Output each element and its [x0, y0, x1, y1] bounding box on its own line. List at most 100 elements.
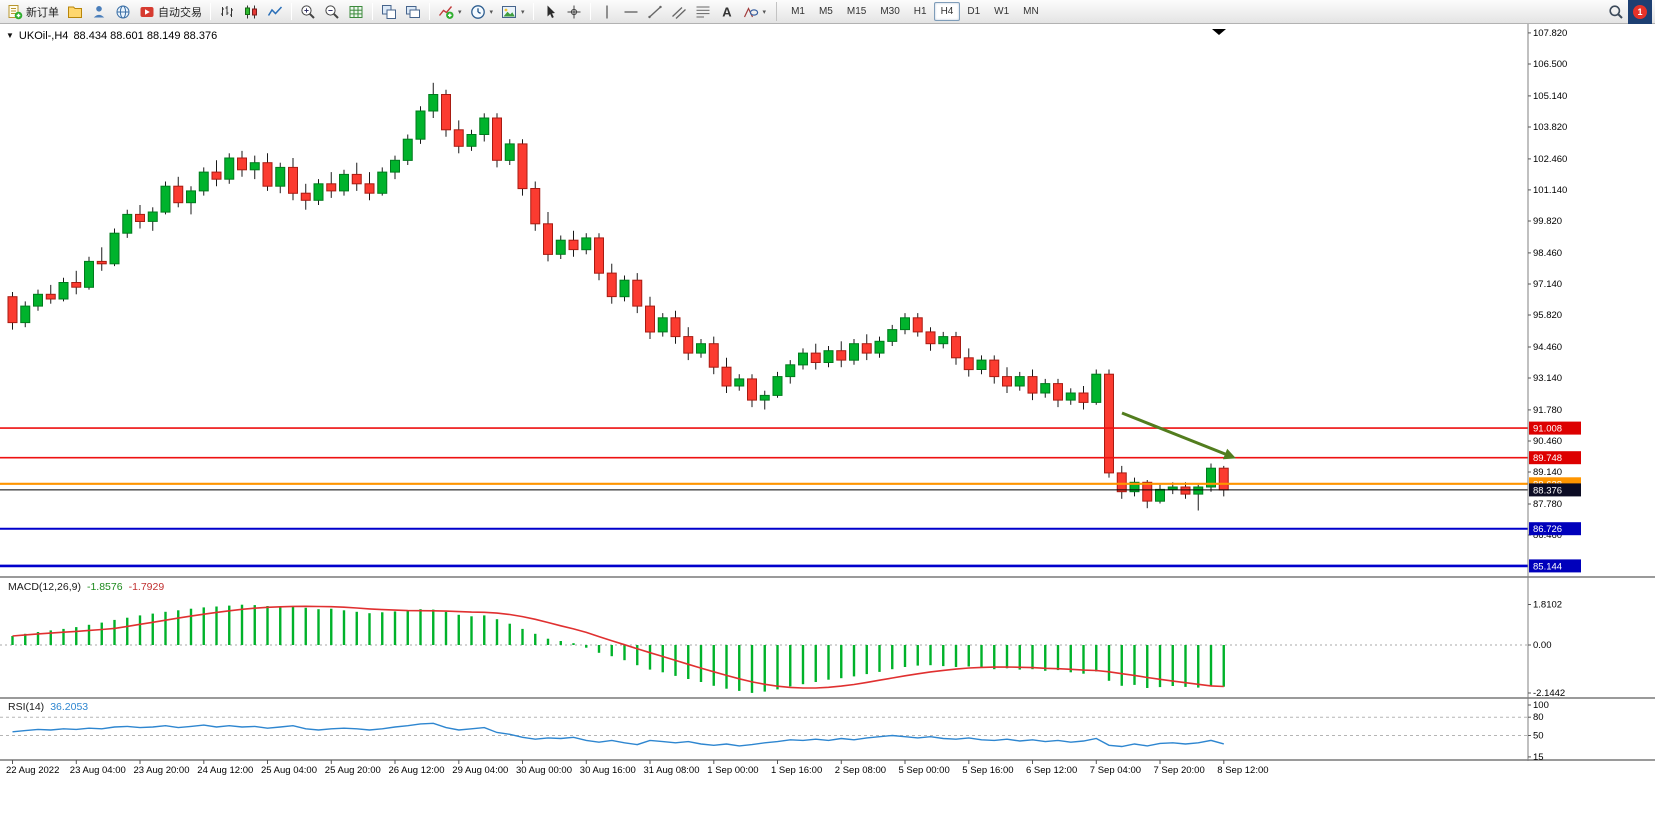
svg-text:89.140: 89.140 — [1533, 467, 1562, 478]
svg-text:25 Aug 04:00: 25 Aug 04:00 — [261, 765, 317, 776]
toolbar-separator — [210, 3, 211, 20]
svg-text:1 Sep 00:00: 1 Sep 00:00 — [707, 765, 758, 776]
profile-button[interactable] — [63, 1, 87, 22]
templates-button[interactable]: ▾ — [497, 1, 529, 22]
trendline-button[interactable] — [643, 1, 667, 22]
indicators-button[interactable]: ▾ — [434, 1, 466, 22]
timeframe-h4[interactable]: H4 — [933, 2, 961, 21]
chart-window[interactable]: 107.820 106.500 105.140 103.820 102.460 101.1… — [0, 24, 1655, 822]
candles-icon — [245, 5, 257, 18]
indicator-level-lines — [0, 644, 1528, 736]
svg-text:91.780: 91.780 — [1533, 405, 1562, 416]
svg-text:31 Aug 08:00: 31 Aug 08:00 — [644, 765, 700, 776]
trend-arrow[interactable] — [1121, 411, 1236, 460]
line-chart-button[interactable] — [263, 1, 287, 22]
svg-text:86.460: 86.460 — [1533, 530, 1562, 541]
new-order-icon — [8, 4, 23, 19]
rsi-name: RSI(14) — [8, 701, 45, 713]
text-button[interactable]: A — [715, 1, 739, 22]
market-watch-button[interactable] — [87, 1, 111, 22]
timeframe-mn[interactable]: MN — [1023, 6, 1039, 17]
svg-text:107.820: 107.820 — [1533, 28, 1567, 39]
new-order-button[interactable]: 新订单 — [3, 1, 63, 22]
timeframe-m5[interactable]: M5 — [818, 6, 833, 17]
timeframe-w1[interactable]: W1 — [994, 6, 1010, 17]
svg-text:86.726: 86.726 — [1533, 524, 1562, 535]
cursor-icon — [547, 5, 555, 18]
price-marker-box — [1529, 522, 1581, 536]
dropdown-arrow-icon: ▾ — [762, 8, 767, 16]
svg-text:100: 100 — [1533, 700, 1549, 711]
ohlc-collapse-icon[interactable]: ▼ — [6, 31, 14, 40]
vline-icon — [605, 5, 608, 18]
svg-text:89.748: 89.748 — [1533, 453, 1562, 464]
timeframe-h1[interactable]: H1 — [913, 6, 927, 17]
pane-separators[interactable] — [0, 576, 1655, 761]
tile-windows-button[interactable] — [377, 1, 401, 22]
macd-name: MACD(12,26,9) — [8, 581, 81, 593]
cursor-button[interactable] — [538, 1, 562, 22]
fibonacci-button[interactable] — [691, 1, 715, 22]
bar-chart-button[interactable] — [215, 1, 239, 22]
price-axis[interactable]: 107.820 106.500 105.140 103.820 102.460 101.1… — [1527, 24, 1581, 763]
community-button[interactable] — [111, 1, 135, 22]
grid-icon — [349, 5, 363, 18]
svg-text:30 Aug 16:00: 30 Aug 16:00 — [580, 765, 636, 776]
channel-button[interactable] — [667, 1, 691, 22]
periods-button[interactable]: ▾ — [466, 1, 498, 22]
auto-trading-button[interactable]: 自动交易 — [135, 1, 206, 22]
toolbar-separator — [291, 3, 292, 20]
shapes-button[interactable]: ▾ — [739, 1, 771, 22]
svg-text:101.140: 101.140 — [1533, 185, 1567, 196]
rsi-pane[interactable] — [12, 722, 1224, 748]
zoom-in-button[interactable] — [296, 1, 320, 22]
channel-icon — [671, 6, 686, 19]
trendline-icon — [647, 5, 662, 18]
notifications-tile[interactable]: 1 — [1628, 0, 1652, 24]
svg-text:29 Aug 04:00: 29 Aug 04:00 — [452, 765, 508, 776]
svg-text:91.008: 91.008 — [1533, 424, 1562, 435]
horizontal-lines[interactable] — [0, 427, 1528, 568]
timeframe-m15[interactable]: M15 — [846, 6, 867, 17]
svg-text:2 Sep 08:00: 2 Sep 08:00 — [835, 765, 886, 776]
svg-text:6 Sep 12:00: 6 Sep 12:00 — [1026, 765, 1077, 776]
macd-main-value: -1.8576 — [86, 581, 123, 593]
svg-text:0.00: 0.00 — [1533, 640, 1552, 651]
time-axis[interactable]: 22 Aug 2022 23 Aug 04:00 23 Aug 20:00 24 Au… — [6, 760, 1269, 776]
auto-arrange-button[interactable] — [344, 1, 368, 22]
svg-text:22 Aug 2022: 22 Aug 2022 — [6, 765, 59, 776]
svg-text:85.144: 85.144 — [1533, 561, 1562, 572]
chart-canvas[interactable]: 107.820 106.500 105.140 103.820 102.460 101.1… — [0, 24, 1655, 822]
search-icon — [1609, 4, 1623, 19]
toolbar-right: 1 — [1604, 0, 1652, 24]
cascade-windows-button[interactable] — [401, 1, 425, 22]
svg-text:90.460: 90.460 — [1533, 436, 1562, 447]
svg-text:98.460: 98.460 — [1533, 248, 1562, 259]
search-button[interactable] — [1604, 1, 1628, 22]
macd-pane[interactable] — [11, 604, 1225, 693]
timeframe-toolbar: M1 M5 M15 M30 H1 H4 D1 W1 MN — [776, 2, 1046, 21]
svg-text:8 Sep 12:00: 8 Sep 12:00 — [1217, 765, 1268, 776]
crosshair-button[interactable] — [562, 1, 586, 22]
toolbar-separator — [589, 3, 591, 20]
timeframe-m1[interactable]: M1 — [791, 6, 805, 17]
vertical-line-button[interactable] — [595, 1, 619, 22]
arrowhead — [1223, 448, 1236, 460]
zoom-out-button[interactable] — [320, 1, 344, 22]
timeframe-m30[interactable]: M30 — [880, 6, 900, 17]
candlestick-series[interactable] — [7, 82, 1229, 511]
candlestick-chart-button[interactable] — [239, 1, 263, 22]
svg-text:106.500: 106.500 — [1533, 59, 1567, 70]
toolbar-separator — [372, 3, 373, 20]
svg-text:1 Sep 16:00: 1 Sep 16:00 — [771, 765, 822, 776]
timeframe-d1[interactable]: D1 — [967, 6, 981, 17]
person-icon — [93, 5, 105, 17]
svg-text:26 Aug 12:00: 26 Aug 12:00 — [389, 765, 445, 776]
svg-text:93.140: 93.140 — [1533, 373, 1562, 384]
globe-icon — [116, 5, 130, 18]
chart-shift-marker[interactable] — [1212, 29, 1226, 35]
svg-text:102.460: 102.460 — [1533, 154, 1567, 165]
shapes-icon — [743, 6, 758, 17]
horizontal-line-button[interactable] — [619, 1, 643, 22]
zoom-out-icon — [325, 4, 339, 19]
